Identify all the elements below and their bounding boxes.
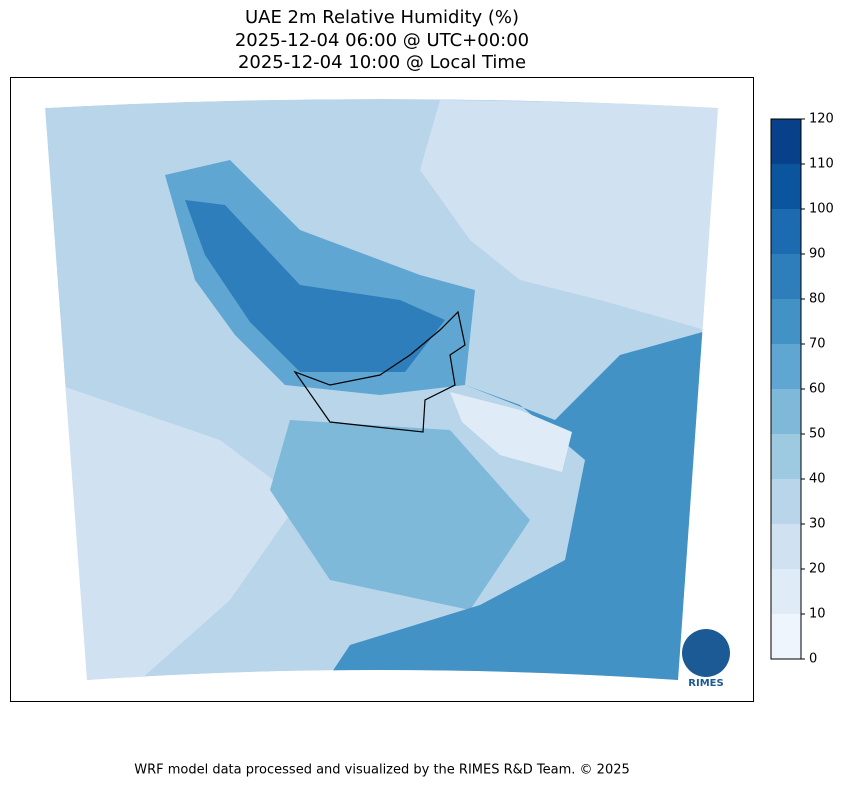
colorbar: 0 10 20 30 40 50 60 70 80 90 100 110 120: [770, 112, 834, 667]
colorbar-tick-label: 80: [809, 292, 826, 307]
colorbar-tick-label: 0: [809, 652, 817, 667]
logo-emblem: [682, 629, 730, 677]
uae-border: [293, 310, 466, 433]
humidity-area: [320, 330, 710, 680]
colorbar-tick-label: 100: [809, 202, 834, 217]
colorbar-tick-label: 70: [809, 337, 826, 352]
humidity-area: [420, 100, 718, 330]
colorbar-band: [771, 254, 801, 299]
colorbar-tick-label: 10: [809, 607, 826, 622]
colorbar-band: [771, 209, 801, 254]
colorbar-band: [771, 299, 801, 344]
colorbar-band: [771, 389, 801, 434]
humidity-area: [185, 200, 445, 372]
colorbar-tick-label: 20: [809, 562, 826, 577]
colorbar-band: [771, 164, 801, 209]
colorbar-tick-label: 30: [809, 517, 826, 532]
title-line: 2025-12-04 06:00 @ UTC+00:00: [235, 30, 529, 51]
title-line: UAE 2m Relative Humidity (%): [245, 7, 519, 28]
colorbar-tick-label: 40: [809, 472, 826, 487]
colorbar-tick-label: 90: [809, 247, 826, 262]
colorbar-tick-label: 120: [809, 112, 834, 127]
colorbar-band: [771, 569, 801, 614]
title-line: 2025-12-04 10:00 @ Local Time: [238, 52, 526, 73]
map: RIMES: [45, 99, 730, 689]
colorbar-band: [771, 479, 801, 524]
colorbar-tick-label: 60: [809, 382, 826, 397]
logo-text: RIMES: [688, 678, 723, 689]
colorbar-band: [771, 614, 801, 659]
colorbar-tick-label: 50: [809, 427, 826, 442]
humidity-area: [270, 420, 530, 610]
footer: WRF model data processed and visualized …: [134, 763, 630, 778]
colorbar-band: [771, 344, 801, 389]
colorbar-tick-label: 110: [809, 157, 834, 172]
colorbar-band: [771, 119, 801, 164]
humidity-area: [45, 380, 300, 680]
colorbar-band: [771, 434, 801, 479]
colorbar-band: [771, 524, 801, 569]
humidity-area: [450, 392, 572, 472]
